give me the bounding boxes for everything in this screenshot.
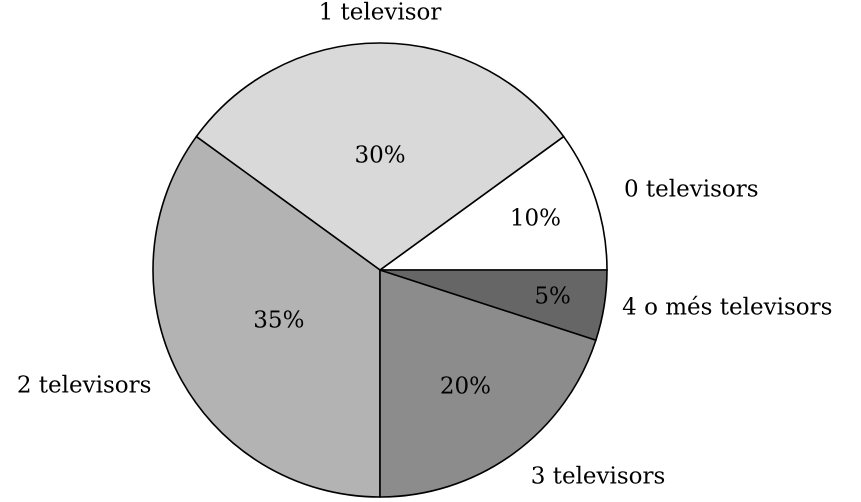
category-label: 0 televisors — [624, 177, 759, 203]
value-label: 30% — [354, 143, 405, 169]
pie-slice — [195, 42, 565, 271]
value-label: 10% — [510, 205, 561, 231]
pie-slice — [379, 268, 597, 498]
category-label: 3 televisors — [531, 464, 666, 490]
pie-slice — [379, 269, 608, 342]
value-label: 20% — [440, 374, 491, 400]
pie-slice — [152, 135, 381, 498]
pie-slice — [377, 135, 608, 271]
value-label: 35% — [253, 308, 304, 334]
value-label: 5% — [534, 283, 571, 309]
category-label: 1 televisor — [319, 0, 442, 25]
category-label: 2 televisors — [17, 372, 152, 398]
category-label: 4 o més televisors — [622, 294, 832, 320]
